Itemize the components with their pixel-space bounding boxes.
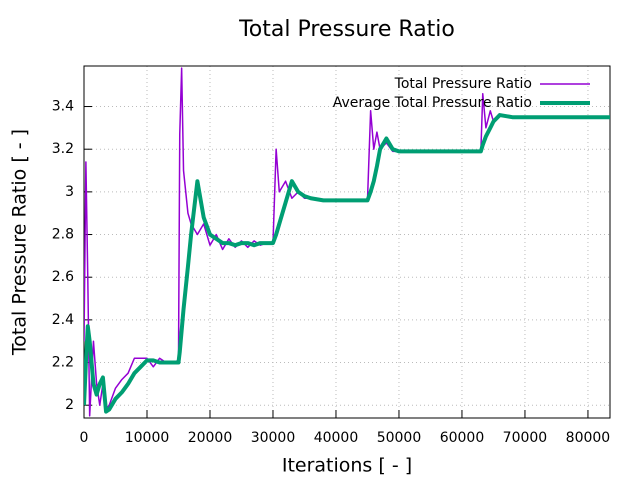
y-tick-label: 2.4	[52, 312, 74, 328]
legend-label: Average Total Pressure Ratio	[333, 95, 532, 111]
y-tick-label: 2.2	[52, 355, 74, 371]
plot-frame	[83, 65, 611, 419]
legend-label: Total Pressure Ratio	[394, 76, 532, 92]
line-series	[84, 113, 610, 414]
y-axis-label: Total Pressure Ratio [ - ]	[9, 129, 31, 356]
y-tick-label: 2.8	[52, 227, 74, 243]
y-tick-label: 3	[65, 184, 74, 200]
x-tick-label: 20000	[188, 430, 233, 446]
x-tick-label: 0	[80, 430, 89, 446]
x-axis-label: Iterations [ - ]	[282, 455, 412, 477]
x-tick-label: 30000	[251, 430, 296, 446]
y-tick-label: 2	[65, 397, 74, 413]
x-tick-label: 60000	[440, 430, 485, 446]
x-tick-label: 40000	[314, 430, 359, 446]
x-tick-label: 80000	[566, 430, 611, 446]
x-tick-label: 50000	[377, 430, 422, 446]
x-tick-label: 10000	[125, 430, 170, 446]
y-tick-label: 3.2	[52, 141, 74, 157]
x-tick-label: 70000	[503, 430, 548, 446]
y-tick-label: 3.4	[52, 99, 74, 115]
y-tick-label: 2.6	[52, 269, 74, 285]
plot-area	[84, 67, 610, 417]
chart-title: Total Pressure Ratio	[238, 17, 455, 42]
